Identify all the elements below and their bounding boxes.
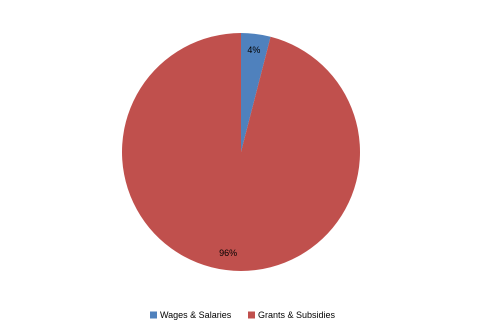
pie-slice: [122, 33, 360, 271]
data-label: 4%: [247, 45, 260, 55]
legend-swatch: [150, 311, 157, 319]
legend-label: Wages & Salaries: [160, 310, 232, 320]
pie-slice: [241, 33, 271, 152]
data-label: 96%: [219, 248, 237, 258]
legend-label: Grants & Subsidies: [258, 310, 336, 320]
legend-swatch: [248, 311, 255, 319]
